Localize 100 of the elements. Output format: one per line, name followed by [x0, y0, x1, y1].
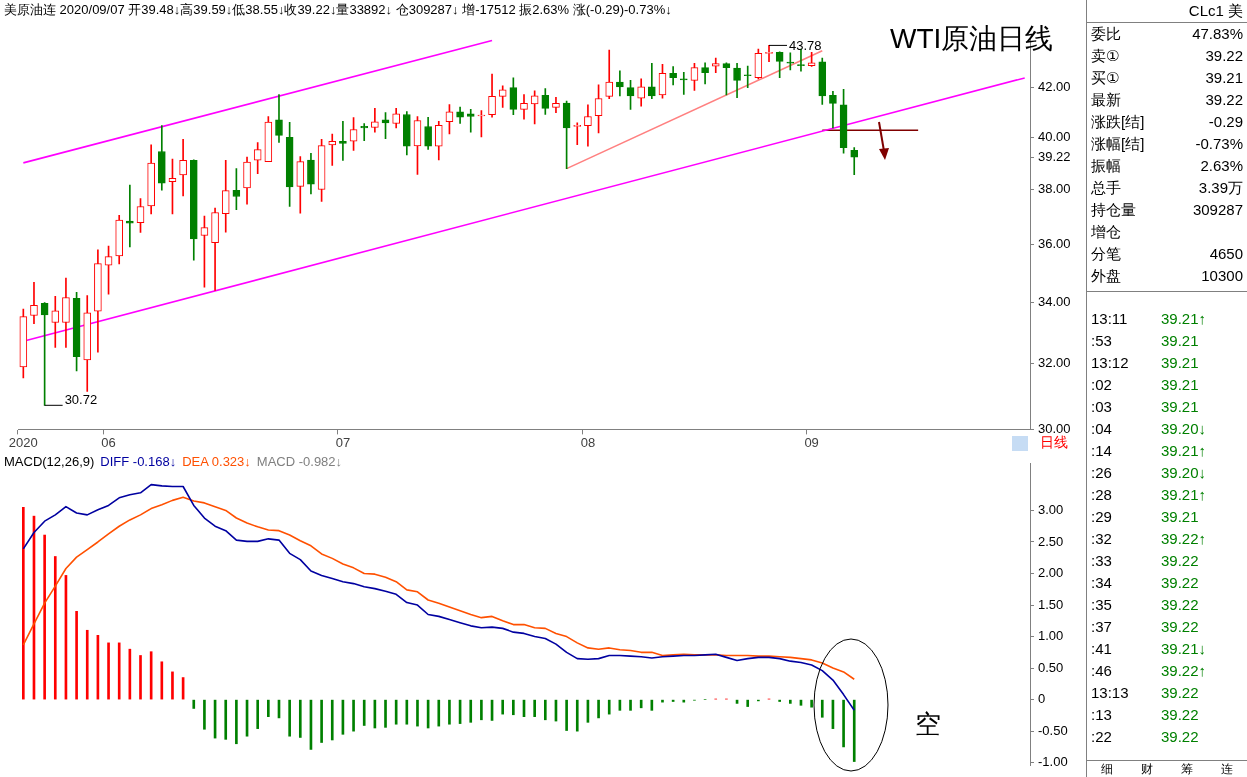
category-label: :41: [1091, 640, 1112, 657]
candlestick: [466, 109, 475, 133]
candlestick: [51, 295, 60, 348]
text: 39.22: [1161, 574, 1199, 591]
text: 39.20↓: [1161, 464, 1207, 481]
category-label: 分笔: [1091, 244, 1121, 264]
text: 2.63%: [1200, 157, 1243, 174]
category-label: :22: [1091, 728, 1112, 745]
text: DEA 0.323↓: [182, 454, 251, 469]
bar: [810, 699, 813, 708]
y-tick-label: 36.00: [1038, 235, 1071, 251]
text: 筹: [1181, 761, 1193, 777]
text: 细: [1101, 761, 1113, 777]
annotation: 43.78: [789, 37, 822, 53]
bar: [288, 699, 291, 737]
category-label: :33: [1091, 552, 1112, 569]
y-tick-label: 30.00: [1038, 420, 1071, 436]
bar: [203, 699, 206, 730]
bar: [224, 699, 228, 740]
y-tick-label: 40.00: [1038, 128, 1071, 144]
bar: [139, 655, 142, 700]
bar: [43, 534, 46, 700]
bar: [437, 699, 441, 727]
category-label: 振幅: [1091, 156, 1121, 176]
x-tick-label: 09: [804, 434, 819, 450]
category-label: :26: [1091, 464, 1112, 481]
bar: [778, 699, 781, 702]
y-tick-label: 2.50: [1038, 533, 1064, 549]
series-label: DIFF -0.168↓: [100, 454, 177, 469]
text: 39.21↑: [1161, 486, 1207, 503]
candlestick: [520, 94, 528, 120]
text: CLc1 美: [1087, 0, 1247, 23]
category-label: 涨跌[结]: [1091, 112, 1145, 132]
bar: [820, 699, 824, 718]
bar: [384, 699, 387, 728]
bar: [320, 699, 323, 743]
bar: [107, 642, 110, 700]
category-label: 最新: [1091, 90, 1121, 110]
text: 39.21: [1161, 508, 1199, 525]
bar: [448, 699, 451, 725]
candlestick: [829, 91, 837, 129]
bar: [852, 699, 856, 762]
bar: [75, 611, 78, 700]
bar: [565, 699, 568, 731]
category-label: 13:11: [1091, 310, 1128, 327]
text: 39.22: [1161, 728, 1199, 745]
x-tick-label: 2020: [8, 434, 38, 450]
text: 39.21↑: [1161, 442, 1207, 459]
bar: [842, 699, 845, 748]
text: 39.22: [1205, 91, 1243, 108]
candlestick: [765, 45, 773, 63]
category-label: :14: [1091, 442, 1112, 459]
category-label: :29: [1091, 508, 1112, 525]
bar: [416, 699, 419, 727]
y-tick-label: 2.00: [1038, 565, 1064, 581]
bar: [192, 699, 196, 709]
text: 39.21↓: [1161, 640, 1207, 657]
x-tick-label: 07: [335, 434, 351, 450]
category-label: 委比: [1091, 24, 1121, 44]
y-tick-label: 0.50: [1038, 659, 1064, 675]
candlestick: [126, 184, 134, 248]
bar: [533, 699, 536, 717]
category-label: 总手: [1091, 178, 1121, 198]
y-tick-label: 1.00: [1038, 628, 1064, 644]
y-tick-label: -1.00: [1038, 754, 1068, 770]
bar: [330, 699, 334, 741]
y-tick-label: -0.50: [1038, 722, 1068, 738]
bar: [405, 699, 409, 725]
bar: [746, 699, 750, 707]
y-tick-label: 0: [1038, 691, 1046, 707]
text: 财: [1141, 761, 1153, 777]
text: 39.22: [1161, 684, 1199, 701]
text: 4650: [1209, 245, 1243, 262]
bar: [575, 699, 579, 732]
text: 39.22: [1205, 47, 1243, 64]
text: 39.21: [1161, 354, 1199, 371]
text: 39.20↓: [1161, 420, 1207, 437]
bar: [639, 699, 643, 709]
y-tick-label: 3.00: [1038, 502, 1064, 518]
bar: [256, 699, 260, 729]
text: -0.29: [1208, 113, 1243, 130]
text: 309287: [1192, 201, 1243, 218]
candlestick: [743, 65, 752, 88]
category-label: 13:12: [1091, 354, 1129, 371]
y-tick-label: 38.00: [1038, 180, 1071, 196]
text: 3.39万: [1198, 179, 1243, 196]
bar: [117, 642, 121, 700]
category-label: :37: [1091, 618, 1112, 635]
annotation: 空: [915, 708, 941, 741]
category-label: 买①: [1091, 68, 1120, 88]
text: 39.22: [1161, 618, 1199, 635]
text: 日线: [1040, 434, 1068, 452]
bar: [362, 699, 366, 726]
category-label: 增仓: [1091, 222, 1121, 242]
x-tick-label: 06: [101, 434, 116, 450]
candlestick: [679, 72, 688, 95]
bar: [352, 699, 355, 732]
text: 39.22↑: [1161, 530, 1207, 547]
category-label: :04: [1091, 420, 1112, 437]
text: 39.22↑: [1161, 662, 1207, 679]
